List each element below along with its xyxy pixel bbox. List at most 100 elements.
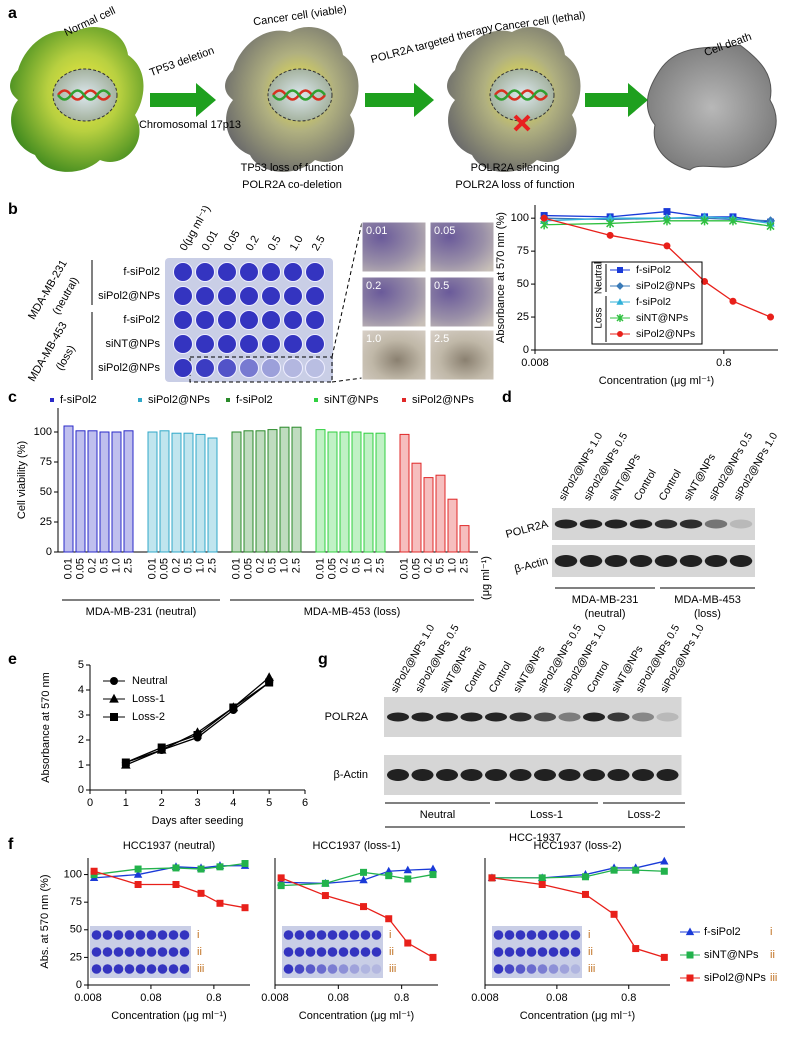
well xyxy=(173,334,193,354)
inset-label: i xyxy=(197,929,199,941)
bar xyxy=(99,431,110,553)
panel-label: f xyxy=(8,836,14,853)
band xyxy=(704,555,728,567)
data-point xyxy=(660,856,669,865)
x-tick-label: 1.0 xyxy=(362,558,374,573)
well xyxy=(548,947,559,957)
legend-marker xyxy=(616,282,624,290)
plate-header: 2.5 xyxy=(310,234,328,253)
legend-marker xyxy=(314,398,318,402)
data-point xyxy=(581,873,589,881)
well xyxy=(504,930,515,940)
bar xyxy=(171,432,182,553)
y-tick-label: 25 xyxy=(40,516,52,528)
well xyxy=(168,947,179,957)
legend-label: siNT@NPs xyxy=(324,394,379,406)
x-tick-label: 4 xyxy=(230,797,236,809)
x-tick-label: 1.0 xyxy=(446,558,458,573)
legend-marker xyxy=(138,398,142,402)
data-point xyxy=(660,867,668,875)
well xyxy=(113,964,124,974)
inset-label: iii xyxy=(588,963,595,975)
y-tick-label: 100 xyxy=(64,868,82,880)
micrograph-label: 2.5 xyxy=(434,333,449,345)
data-point xyxy=(632,945,640,953)
note: POLR2A silencing xyxy=(471,162,560,174)
well xyxy=(548,930,559,940)
legend-marker xyxy=(616,298,624,305)
bar xyxy=(351,431,362,553)
y-tick-label: 0 xyxy=(523,344,529,356)
inset-label: ii xyxy=(389,946,394,958)
y-tick-label: 50 xyxy=(40,486,52,498)
data-point xyxy=(767,313,775,321)
data-point xyxy=(133,870,143,878)
data-point xyxy=(429,871,437,879)
legend-label: siPol2@NPs xyxy=(704,972,766,984)
well xyxy=(113,930,124,940)
legend-marker xyxy=(109,693,119,703)
y-tick-label: 100 xyxy=(34,426,52,438)
well xyxy=(371,964,382,974)
group-label: Loss-1 xyxy=(530,809,563,821)
band xyxy=(533,712,557,722)
well xyxy=(239,286,259,306)
band xyxy=(704,519,728,529)
band xyxy=(629,555,653,567)
well xyxy=(316,930,327,940)
data-point xyxy=(197,865,205,873)
group-label: MDA-MB-231 xyxy=(572,594,639,606)
well xyxy=(283,964,294,974)
well xyxy=(493,930,504,940)
x-tick-label: 0.8 xyxy=(206,992,221,1004)
lane-label: Control xyxy=(585,660,612,695)
data-point xyxy=(403,865,412,874)
y-axis-title: Abs. at 570 nm (%) xyxy=(39,874,51,968)
well xyxy=(305,334,325,354)
plate-header: 0.05 xyxy=(222,228,243,253)
y-tick-label: 0 xyxy=(78,784,84,796)
legend-label: siPol2@NPs xyxy=(636,328,695,340)
row-label: f-siPol2 xyxy=(123,314,160,326)
panel-label: c xyxy=(8,389,17,406)
well xyxy=(360,930,371,940)
x-tick-label: 0.05 xyxy=(410,558,422,579)
y-tick-label: 50 xyxy=(517,278,529,290)
x-tick-label: 2.5 xyxy=(206,558,218,573)
zoom-line xyxy=(331,221,363,358)
well xyxy=(283,310,303,330)
legend-marker xyxy=(686,951,694,959)
series-line xyxy=(491,869,665,879)
well xyxy=(504,964,515,974)
data-point xyxy=(581,890,589,898)
cell-label: Cancer cell (viable) xyxy=(253,3,348,28)
x-tick-label: 0.05 xyxy=(158,558,170,579)
well xyxy=(195,262,215,282)
well xyxy=(124,930,135,940)
well xyxy=(217,310,237,330)
band xyxy=(509,712,532,722)
legend-group: Neutral xyxy=(594,262,605,294)
band xyxy=(654,519,678,529)
band xyxy=(579,555,603,567)
well xyxy=(305,964,316,974)
well xyxy=(102,947,113,957)
arrow xyxy=(365,83,434,117)
bar xyxy=(159,430,170,553)
data-point xyxy=(429,953,437,961)
bar xyxy=(459,525,470,553)
group-label: MDA-MB-453 xyxy=(674,594,741,606)
well xyxy=(113,947,124,957)
x-tick-label: 2.5 xyxy=(290,558,302,573)
band xyxy=(435,769,459,781)
well xyxy=(124,947,135,957)
well xyxy=(179,964,190,974)
well xyxy=(294,930,305,940)
well xyxy=(570,964,581,974)
data-point xyxy=(700,216,709,226)
x-tick-label: 0.8 xyxy=(621,992,636,1004)
well xyxy=(515,930,526,940)
bar xyxy=(255,430,266,553)
x-tick-label: 2.5 xyxy=(122,558,134,573)
